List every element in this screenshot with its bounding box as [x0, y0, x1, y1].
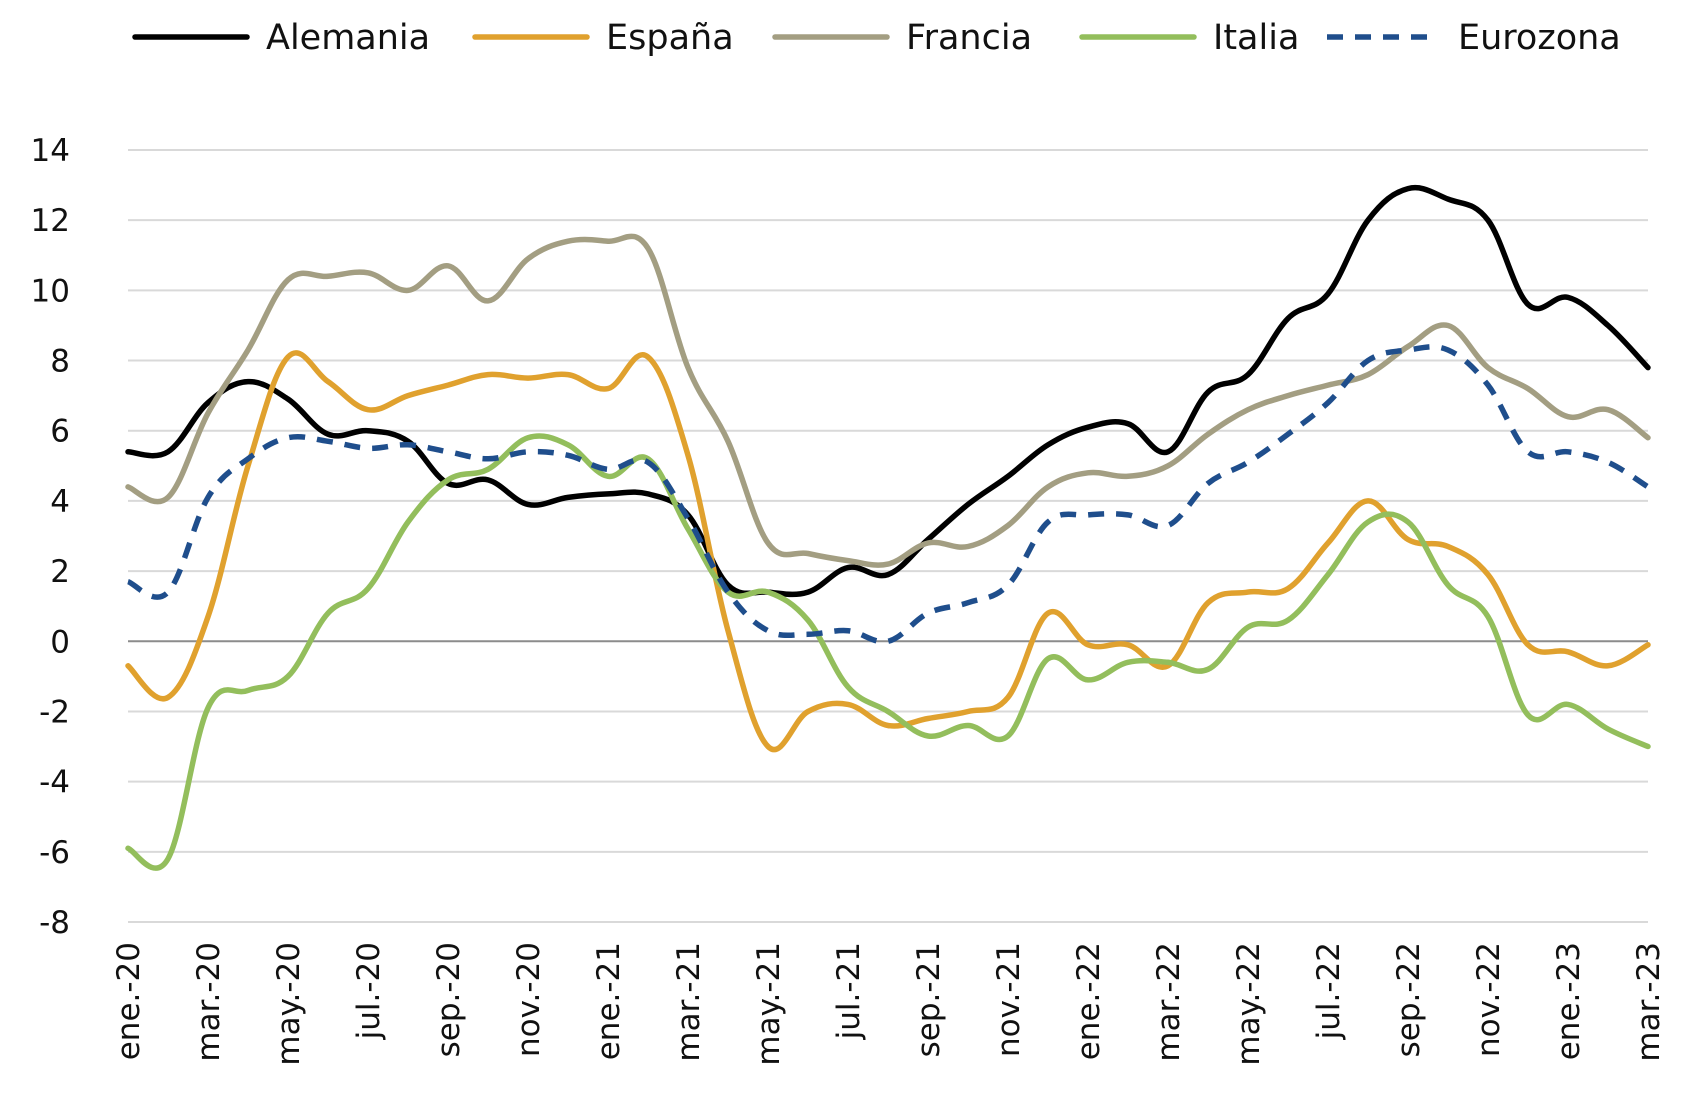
y-tick-label: 0 [50, 624, 70, 660]
series-line-italia [125, 433, 1651, 871]
y-tick-label: -8 [39, 905, 70, 941]
legend-item: Eurozona [1327, 18, 1621, 58]
x-tick: mar.-20 [191, 942, 227, 1062]
series-lines [125, 184, 1651, 871]
x-tick: may.-22 [1231, 942, 1267, 1066]
x-tick: may.-20 [271, 942, 307, 1066]
legend-item: Alemania [132, 18, 430, 58]
x-tick: sep.-21 [911, 942, 947, 1057]
legend-item: España [472, 18, 734, 58]
x-tick: jul.-20 [351, 942, 387, 1040]
x-tick: nov.-22 [1471, 942, 1507, 1057]
x-tick-label: may.-20 [271, 942, 307, 1066]
x-tick-label: nov.-20 [511, 942, 547, 1057]
x-tick: mar.-23 [1631, 942, 1667, 1062]
x-tick-label: mar.-22 [1151, 942, 1187, 1062]
x-tick: sep.-22 [1391, 942, 1427, 1057]
x-tick-label: ene.-21 [591, 942, 627, 1060]
legend-label: Alemania [266, 18, 430, 58]
y-tick-label: -6 [39, 835, 70, 871]
legend-label: Italia [1213, 18, 1299, 58]
x-tick: may.-21 [751, 942, 787, 1066]
legend-item: Italia [1079, 18, 1299, 58]
series-line-eurozona [126, 343, 1650, 645]
x-tick: mar.-21 [671, 942, 707, 1062]
y-tick-label: 4 [50, 484, 70, 520]
y-axis-ticks: -8 -6 -4 -2 0 2 4 6 8 10 12 14 [31, 133, 70, 941]
x-tick-label: sep.-22 [1391, 942, 1427, 1057]
legend: Alemania España Francia Italia Eurozona [132, 18, 1621, 58]
x-tick: nov.-20 [511, 942, 547, 1057]
legend-label: Francia [906, 18, 1032, 58]
x-tick: jul.-22 [1311, 942, 1347, 1040]
x-tick-label: mar.-20 [191, 942, 227, 1062]
legend-label: España [606, 18, 734, 58]
x-axis-ticks: ene.-20 mar.-20 may.-20 jul.-20 sep.-20 nov.-… [111, 942, 1667, 1066]
x-tick-label: sep.-20 [431, 942, 467, 1057]
legend-label: Eurozona [1458, 18, 1621, 58]
x-tick: nov.-21 [991, 942, 1027, 1057]
x-tick: mar.-22 [1151, 942, 1187, 1062]
x-tick: sep.-20 [431, 942, 467, 1057]
x-tick-label: ene.-23 [1551, 942, 1587, 1060]
x-tick-label: mar.-21 [671, 942, 707, 1062]
x-tick-label: mar.-23 [1631, 942, 1667, 1062]
x-tick: jul.-21 [831, 942, 867, 1040]
x-tick-label: ene.-22 [1071, 942, 1107, 1060]
y-tick-label: -4 [39, 765, 70, 801]
x-tick-label: jul.-22 [1311, 942, 1347, 1040]
x-tick: ene.-23 [1551, 942, 1587, 1060]
y-tick-label: 14 [31, 133, 70, 169]
x-tick-label: jul.-21 [831, 942, 867, 1040]
series-line-francia [125, 233, 1651, 568]
y-tick-label: 8 [50, 344, 70, 380]
y-tick-label: 10 [31, 273, 70, 309]
series-line-espa-a [125, 350, 1651, 753]
y-tick-label: -2 [39, 694, 70, 730]
legend-item: Francia [772, 18, 1032, 58]
x-tick-label: nov.-21 [991, 942, 1027, 1057]
x-tick: ene.-21 [591, 942, 627, 1060]
series-line-alemania [125, 184, 1651, 598]
x-tick: ene.-22 [1071, 942, 1107, 1060]
x-tick-label: nov.-22 [1471, 942, 1507, 1057]
x-tick-label: may.-21 [751, 942, 787, 1066]
x-tick-label: sep.-21 [911, 942, 947, 1057]
x-tick-label: may.-22 [1231, 942, 1267, 1066]
x-tick: ene.-20 [111, 942, 147, 1060]
x-tick-label: jul.-20 [351, 942, 387, 1040]
y-tick-label: 12 [31, 203, 70, 239]
y-tick-label: 2 [50, 554, 70, 590]
y-tick-label: 6 [50, 414, 70, 450]
x-tick-label: ene.-20 [111, 942, 147, 1060]
